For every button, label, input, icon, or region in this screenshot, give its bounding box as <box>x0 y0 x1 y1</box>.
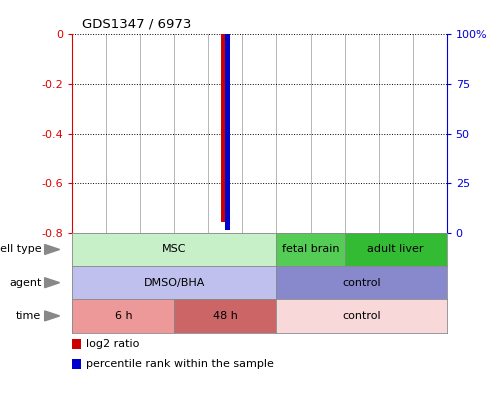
Polygon shape <box>45 278 59 288</box>
Text: log2 ratio: log2 ratio <box>86 339 140 350</box>
Text: cell type: cell type <box>0 245 41 254</box>
Text: DMSO/BHA: DMSO/BHA <box>144 278 205 288</box>
Text: 48 h: 48 h <box>213 311 238 321</box>
Polygon shape <box>45 311 59 321</box>
Polygon shape <box>45 245 59 254</box>
Text: 6 h: 6 h <box>115 311 132 321</box>
Text: agent: agent <box>9 278 41 288</box>
Text: control: control <box>342 311 381 321</box>
Text: time: time <box>16 311 41 321</box>
Text: MSC: MSC <box>162 245 187 254</box>
Bar <box>72 339 80 349</box>
Text: percentile rank within the sample: percentile rank within the sample <box>86 359 274 369</box>
Bar <box>72 359 80 369</box>
Bar <box>226 34 230 230</box>
Text: fetal brain: fetal brain <box>282 245 339 254</box>
Text: control: control <box>342 278 381 288</box>
Text: adult liver: adult liver <box>367 245 424 254</box>
Bar <box>222 34 226 222</box>
Text: GDS1347 / 6973: GDS1347 / 6973 <box>82 17 192 30</box>
